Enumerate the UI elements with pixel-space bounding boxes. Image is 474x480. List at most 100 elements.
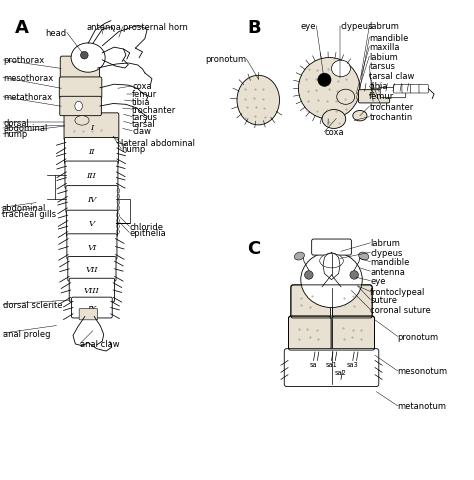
Ellipse shape bbox=[359, 252, 369, 261]
Text: pronotum: pronotum bbox=[398, 332, 439, 341]
FancyBboxPatch shape bbox=[59, 78, 102, 99]
Text: chloride: chloride bbox=[129, 222, 163, 231]
Text: labrum: labrum bbox=[370, 239, 400, 248]
Text: eye: eye bbox=[301, 23, 317, 31]
Text: suture: suture bbox=[370, 295, 397, 304]
Text: trochanter: trochanter bbox=[369, 103, 414, 111]
Text: mesothorax: mesothorax bbox=[3, 74, 53, 83]
FancyBboxPatch shape bbox=[380, 88, 406, 98]
Text: eye: eye bbox=[370, 276, 386, 286]
FancyBboxPatch shape bbox=[68, 257, 116, 281]
Circle shape bbox=[81, 52, 88, 60]
Text: claw: claw bbox=[132, 127, 151, 136]
Text: sa2: sa2 bbox=[335, 370, 347, 375]
Text: femur: femur bbox=[369, 92, 394, 101]
Text: abdominal: abdominal bbox=[1, 204, 46, 213]
Text: pronotum: pronotum bbox=[205, 55, 246, 64]
FancyBboxPatch shape bbox=[332, 285, 372, 318]
Text: labium: labium bbox=[369, 52, 398, 61]
Text: sa3: sa3 bbox=[347, 361, 359, 368]
Text: clypeus: clypeus bbox=[370, 248, 402, 257]
Text: II: II bbox=[88, 147, 95, 156]
FancyBboxPatch shape bbox=[69, 279, 115, 302]
Text: femur: femur bbox=[132, 90, 157, 99]
Text: antenna: antenna bbox=[370, 267, 405, 276]
FancyBboxPatch shape bbox=[358, 91, 390, 104]
Text: head: head bbox=[46, 29, 67, 38]
Text: mesonotum: mesonotum bbox=[398, 367, 448, 376]
Text: mandible: mandible bbox=[370, 258, 410, 267]
Ellipse shape bbox=[337, 90, 355, 105]
Text: anal claw: anal claw bbox=[80, 339, 120, 348]
Text: clypeus: clypeus bbox=[340, 23, 373, 31]
Text: hump: hump bbox=[3, 130, 27, 139]
Text: tarsal claw: tarsal claw bbox=[369, 72, 415, 80]
FancyBboxPatch shape bbox=[64, 114, 119, 141]
Text: tarsus: tarsus bbox=[369, 62, 395, 71]
Text: VIII: VIII bbox=[84, 287, 100, 294]
Ellipse shape bbox=[75, 102, 82, 111]
Text: metanotum: metanotum bbox=[398, 402, 447, 410]
Text: dorsal: dorsal bbox=[3, 119, 29, 128]
Text: VII: VII bbox=[86, 265, 98, 273]
Text: IX: IX bbox=[87, 304, 97, 312]
Text: metathorax: metathorax bbox=[3, 93, 52, 102]
FancyBboxPatch shape bbox=[291, 285, 330, 318]
Text: B: B bbox=[247, 19, 261, 37]
Text: tibia: tibia bbox=[132, 97, 151, 106]
Circle shape bbox=[299, 59, 360, 120]
FancyBboxPatch shape bbox=[312, 240, 351, 255]
Circle shape bbox=[350, 271, 358, 280]
Text: tracheal gills: tracheal gills bbox=[1, 210, 56, 218]
Text: IV: IV bbox=[87, 196, 97, 204]
Ellipse shape bbox=[75, 117, 89, 126]
Ellipse shape bbox=[353, 111, 367, 121]
FancyBboxPatch shape bbox=[72, 298, 112, 318]
Text: frontoclypeal: frontoclypeal bbox=[370, 288, 426, 296]
Circle shape bbox=[305, 271, 313, 280]
Text: sa1: sa1 bbox=[326, 361, 337, 368]
Text: labrum: labrum bbox=[369, 23, 399, 31]
Ellipse shape bbox=[322, 110, 346, 129]
FancyBboxPatch shape bbox=[419, 85, 428, 94]
Ellipse shape bbox=[294, 252, 304, 261]
Text: V: V bbox=[89, 220, 95, 228]
Text: tarsus: tarsus bbox=[132, 113, 158, 122]
FancyBboxPatch shape bbox=[284, 349, 379, 387]
Text: tibia: tibia bbox=[369, 82, 388, 91]
Text: epithelia: epithelia bbox=[129, 228, 166, 238]
Text: prosternal horn: prosternal horn bbox=[123, 23, 188, 32]
FancyBboxPatch shape bbox=[332, 316, 374, 350]
FancyBboxPatch shape bbox=[64, 138, 118, 165]
Text: lateral abdominal: lateral abdominal bbox=[121, 139, 195, 148]
FancyBboxPatch shape bbox=[410, 85, 420, 94]
FancyBboxPatch shape bbox=[60, 97, 101, 117]
Text: III: III bbox=[87, 171, 96, 180]
Text: A: A bbox=[15, 19, 29, 37]
Ellipse shape bbox=[331, 61, 350, 78]
Text: prothorax: prothorax bbox=[3, 56, 44, 65]
FancyBboxPatch shape bbox=[67, 234, 117, 260]
Text: VI: VI bbox=[87, 243, 97, 251]
Text: I: I bbox=[90, 123, 93, 131]
Text: dorsal sclerite: dorsal sclerite bbox=[3, 300, 63, 309]
Text: mandible: mandible bbox=[369, 34, 409, 43]
FancyBboxPatch shape bbox=[393, 85, 403, 94]
FancyBboxPatch shape bbox=[402, 85, 411, 94]
Text: maxilla: maxilla bbox=[369, 43, 400, 52]
Ellipse shape bbox=[319, 254, 343, 268]
Text: hump: hump bbox=[121, 145, 146, 154]
FancyBboxPatch shape bbox=[79, 309, 98, 320]
FancyBboxPatch shape bbox=[60, 57, 100, 81]
Text: trochanter: trochanter bbox=[132, 105, 176, 114]
Ellipse shape bbox=[237, 76, 280, 126]
Text: coxa: coxa bbox=[324, 128, 344, 137]
Text: anal proleg: anal proleg bbox=[3, 329, 51, 338]
Circle shape bbox=[318, 74, 331, 87]
FancyBboxPatch shape bbox=[66, 186, 118, 214]
FancyBboxPatch shape bbox=[289, 316, 331, 350]
Text: coxa: coxa bbox=[132, 82, 152, 91]
Text: sa: sa bbox=[310, 361, 318, 368]
Text: tarsal: tarsal bbox=[132, 120, 156, 129]
FancyBboxPatch shape bbox=[66, 211, 118, 237]
